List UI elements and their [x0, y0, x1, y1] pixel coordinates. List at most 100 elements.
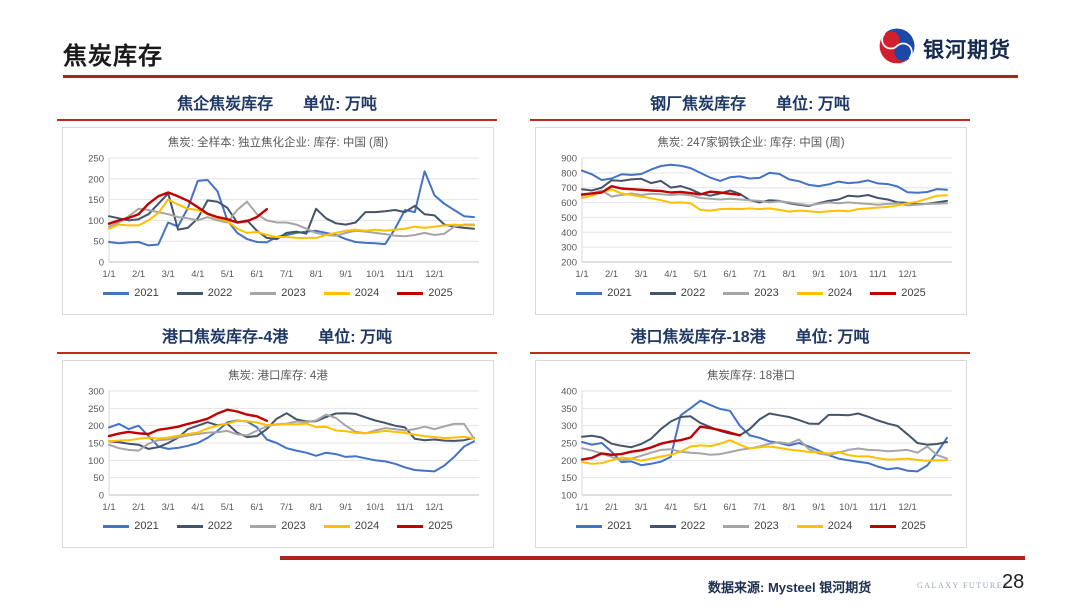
- legend-item-2024: 2024: [796, 287, 853, 299]
- series-line-2022: [108, 412, 475, 450]
- legend-label: 2024: [354, 287, 380, 299]
- legend-swatch-icon: [176, 524, 203, 528]
- x-tick-label: 3/1: [162, 502, 175, 513]
- chart-svg: 200 300 400 500 600 700 800 900 1/1 2/1 3/1 4/1 5/1 6…: [561, 154, 952, 280]
- legend-item-2025: 2025: [870, 287, 926, 299]
- chart-header-title: 港口焦炭库存-4港: [161, 329, 289, 346]
- legend-label: 2024: [827, 287, 853, 299]
- galaxy-swirl-icon: [878, 27, 916, 70]
- series-line-2021: [581, 399, 948, 473]
- chart-header-coke-plants: 焦企焦炭库存 单位: 万吨: [57, 90, 497, 121]
- x-tick-label: 10/1: [366, 269, 385, 280]
- series-line-2025: [107, 191, 269, 225]
- legend-swatch-icon: [649, 291, 676, 295]
- x-tick-label: 7/1: [280, 269, 293, 280]
- legend-item-2024: 2024: [323, 520, 380, 532]
- y-tick-label: 150: [88, 439, 104, 450]
- legend-label: 2022: [207, 287, 233, 299]
- series-line-2021: [581, 163, 948, 194]
- y-tick-label: 500: [561, 213, 577, 224]
- x-tick-label: 9/1: [812, 502, 825, 513]
- x-tick-label: 3/1: [635, 269, 648, 280]
- legend-label: 2024: [354, 520, 380, 532]
- legend-label: 2023: [754, 520, 779, 532]
- legend-swatch-icon: [397, 291, 424, 295]
- legend-item-2024: 2024: [796, 520, 852, 532]
- series-line-2024: [108, 198, 475, 239]
- x-tick-label: 7/1: [280, 502, 293, 513]
- legend-label: 2021: [134, 287, 159, 299]
- series-line-2023: [108, 413, 475, 452]
- legend-item-2023: 2023: [250, 520, 306, 532]
- chart-header-title: 焦企焦炭库存: [177, 96, 274, 113]
- y-tick-label: 350: [561, 404, 577, 415]
- chart-legend: 2021 2022 2023 2024 2025: [536, 287, 966, 299]
- chart-header-steel-mills: 钢厂焦炭库存 单位: 万吨: [530, 90, 970, 121]
- y-tick-label: 700: [561, 183, 577, 194]
- legend-item-2025: 2025: [397, 520, 453, 532]
- x-tick-label: 10/1: [839, 269, 858, 280]
- series-line-2024: [108, 419, 475, 443]
- brand-label: GALAXY FUTURES: [917, 581, 1010, 590]
- x-tick-label: 12/1: [425, 269, 444, 280]
- legend-item-2023: 2023: [723, 520, 779, 532]
- y-tick-label: 100: [88, 456, 104, 467]
- logo-text: 银河期货: [923, 38, 1011, 62]
- y-tick-label: 0: [99, 258, 104, 269]
- legend-item-2023: 2023: [723, 287, 779, 299]
- x-tick-label: 9/1: [339, 502, 352, 513]
- legend-item-2025: 2025: [397, 287, 453, 299]
- legend-item-2021: 2021: [103, 287, 159, 299]
- series-line-2022: [581, 412, 948, 449]
- x-tick-label: 1/1: [102, 502, 115, 513]
- chart-inner-title: 焦炭: 247家钢铁企业: 库存: 中国 (周): [657, 137, 845, 149]
- legend-swatch-icon: [103, 524, 130, 528]
- legend-label: 2025: [428, 520, 453, 532]
- y-tick-label: 50: [93, 237, 104, 248]
- y-tick-label: 300: [561, 421, 577, 432]
- x-tick-label: 11/1: [396, 269, 414, 280]
- chart-svg: 0 50 100 150 200 250 300 1/1 2/1 3/1 4/1 5/1 6/1 7/1 8…: [88, 387, 479, 513]
- legend-label: 2025: [428, 287, 453, 299]
- x-tick-label: 4/1: [664, 502, 677, 513]
- series-line-2025: [107, 408, 269, 438]
- legend-swatch-icon: [723, 291, 750, 295]
- chart-plot-area: 200 300 400 500 600 700 800 900 1/1 2/1 3/1 4/1 5/1 6…: [536, 152, 966, 284]
- x-tick-label: 2/1: [605, 502, 618, 513]
- legend-item-2021: 2021: [576, 287, 632, 299]
- chart-panel-coke-plants: 焦炭: 全样本: 独立焦化企业: 库存: 中国 (周) 0 50 100 150 200…: [62, 127, 494, 315]
- x-tick-label: 6/1: [723, 269, 736, 280]
- x-tick-label: 6/1: [723, 502, 736, 513]
- legend-swatch-icon: [323, 291, 350, 295]
- legend-swatch-icon: [576, 524, 603, 528]
- chart-legend: 2021 2022 2023 2024 2025: [63, 520, 493, 532]
- y-tick-label: 400: [561, 387, 577, 398]
- x-tick-label: 5/1: [694, 502, 707, 513]
- page-title: 焦炭库存: [63, 43, 163, 70]
- legend-swatch-icon: [649, 524, 676, 528]
- x-tick-label: 5/1: [221, 502, 234, 513]
- chart-header-ports-4: 港口焦炭库存-4港 单位: 万吨: [57, 323, 497, 354]
- chart-plot-area: 0 50 100 150 200 250 1/1 2/1 3/1 4/1 5/1 6/1 7/1 8/1 9…: [63, 152, 493, 284]
- legend-item-2025: 2025: [870, 520, 926, 532]
- legend-item-2024: 2024: [323, 287, 380, 299]
- y-tick-label: 0: [99, 491, 104, 502]
- legend-item-2022: 2022: [176, 287, 233, 299]
- legend-label: 2025: [901, 520, 926, 532]
- y-tick-label: 600: [561, 198, 577, 209]
- chart-header-unit: 单位: 万吨: [776, 96, 850, 113]
- chart-svg: 0 50 100 150 200 250 1/1 2/1 3/1 4/1 5/1 6/1 7/1 8/1 9…: [88, 154, 479, 280]
- series-line-2025: [580, 185, 742, 196]
- chart-legend: 2021 2022 2023 2024 2025: [63, 287, 493, 299]
- x-tick-label: 6/1: [250, 502, 263, 513]
- x-tick-label: 2/1: [132, 269, 145, 280]
- chart-inner-title: 焦炭库存: 18港口: [706, 370, 796, 382]
- chart-inner-title: 焦炭: 全样本: 独立焦化企业: 库存: 中国 (周): [167, 137, 389, 149]
- x-tick-label: 1/1: [575, 502, 588, 513]
- y-tick-label: 200: [88, 421, 104, 432]
- x-tick-label: 1/1: [575, 269, 588, 280]
- series-line-2024: [581, 188, 948, 214]
- x-tick-label: 5/1: [221, 269, 234, 280]
- chart-plot-area: 100 150 200 250 300 350 400 1/1 2/1 3/1 4/1 5/1 6/1 7…: [536, 385, 966, 517]
- x-tick-label: 12/1: [898, 269, 917, 280]
